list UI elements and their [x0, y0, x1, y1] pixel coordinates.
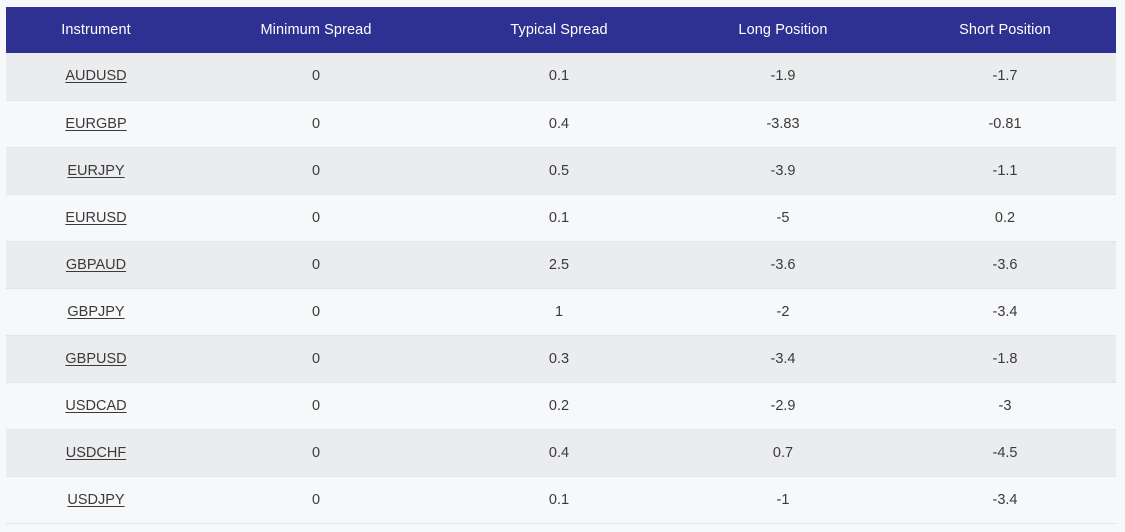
instrument-cell: USDCHF	[6, 429, 186, 476]
long-position-cell: 0.7	[772, 444, 794, 461]
typical-spread-cell: 0.4	[548, 444, 570, 461]
short-position-cell: 0.2	[994, 209, 1016, 226]
instrument-link[interactable]: USDCAD	[65, 397, 127, 414]
long-position-cell: -3.83	[766, 115, 800, 132]
short-position-cell: -1.8	[992, 350, 1018, 367]
long-position-cell: -3.6	[770, 256, 796, 273]
instrument-cell: EURGBP	[6, 100, 186, 147]
minimum-spread-cell: 0	[311, 162, 321, 179]
short-position-cell: -3.4	[992, 491, 1018, 508]
long-position-cell: -1.9	[770, 68, 796, 85]
spread-table-container: Instrument Minimum Spread Typical Spread…	[6, 7, 1116, 524]
instrument-link[interactable]: GBPAUD	[65, 256, 127, 273]
column-header-typical-spread: Typical Spread	[510, 22, 608, 38]
short-position-cell: -4.5	[992, 444, 1018, 461]
column-header-instrument: Instrument	[61, 22, 131, 38]
instrument-cell: GBPAUD	[6, 241, 186, 288]
minimum-spread-cell: 0	[311, 491, 321, 508]
instrument-link[interactable]: USDCHF	[65, 444, 127, 461]
typical-spread-cell: 0.1	[548, 68, 570, 85]
instrument-cell: USDJPY	[6, 476, 186, 523]
instrument-cell: EURUSD	[6, 194, 186, 241]
short-position-cell: -1.7	[992, 68, 1018, 85]
table-header-row: Instrument Minimum Spread Typical Spread…	[6, 7, 1116, 53]
typical-spread-cell: 0.1	[548, 209, 570, 226]
short-position-cell: -3	[998, 397, 1012, 414]
minimum-spread-cell: 0	[311, 303, 321, 320]
long-position-cell: -2.9	[770, 397, 796, 414]
short-position-cell: -3.4	[992, 303, 1018, 320]
table-row: GBPJPY 0 1 -2 -3.4	[6, 288, 1116, 335]
table-row: AUDUSD 0 0.1 -1.9 -1.7	[6, 53, 1116, 100]
table-row: USDCHF 0 0.4 0.7 -4.5	[6, 429, 1116, 476]
table-row: USDJPY 0 0.1 -1 -3.4	[6, 476, 1116, 523]
minimum-spread-cell: 0	[311, 444, 321, 461]
long-position-cell: -1	[776, 491, 790, 508]
typical-spread-cell: 2.5	[548, 256, 570, 273]
short-position-cell: -0.81	[988, 115, 1022, 132]
instrument-cell: GBPJPY	[6, 288, 186, 335]
long-position-cell: -2	[776, 303, 790, 320]
long-position-cell: -3.4	[770, 350, 796, 367]
instrument-link[interactable]: USDJPY	[67, 491, 125, 508]
instrument-link[interactable]: EURUSD	[65, 209, 127, 226]
minimum-spread-cell: 0	[311, 68, 321, 85]
instrument-link[interactable]: GBPUSD	[65, 350, 127, 367]
spread-table: Instrument Minimum Spread Typical Spread…	[6, 7, 1116, 524]
column-header-minimum-spread: Minimum Spread	[260, 22, 372, 38]
table-row: EURJPY 0 0.5 -3.9 -1.1	[6, 147, 1116, 194]
table-row: EURUSD 0 0.1 -5 0.2	[6, 194, 1116, 241]
minimum-spread-cell: 0	[311, 209, 321, 226]
instrument-link[interactable]: GBPJPY	[67, 303, 125, 320]
column-header-long-position: Long Position	[738, 22, 828, 38]
instrument-cell: USDCAD	[6, 382, 186, 429]
table-row: EURGBP 0 0.4 -3.83 -0.81	[6, 100, 1116, 147]
instrument-cell: AUDUSD	[6, 53, 186, 100]
minimum-spread-cell: 0	[311, 350, 321, 367]
short-position-cell: -3.6	[992, 256, 1018, 273]
minimum-spread-cell: 0	[311, 115, 321, 132]
table-row: GBPAUD 0 2.5 -3.6 -3.6	[6, 241, 1116, 288]
typical-spread-cell: 0.5	[548, 162, 570, 179]
table-header: Instrument Minimum Spread Typical Spread…	[6, 7, 1116, 53]
table-row: GBPUSD 0 0.3 -3.4 -1.8	[6, 335, 1116, 382]
instrument-cell: GBPUSD	[6, 335, 186, 382]
instrument-link[interactable]: AUDUSD	[65, 68, 127, 85]
instrument-link[interactable]: EURJPY	[67, 162, 125, 179]
long-position-cell: -3.9	[770, 162, 796, 179]
instrument-link[interactable]: EURGBP	[65, 115, 127, 132]
short-position-cell: -1.1	[992, 162, 1018, 179]
typical-spread-cell: 1	[554, 303, 564, 320]
typical-spread-cell: 0.3	[548, 350, 570, 367]
table-row: USDCAD 0 0.2 -2.9 -3	[6, 382, 1116, 429]
column-header-short-position: Short Position	[959, 22, 1051, 38]
minimum-spread-cell: 0	[311, 256, 321, 273]
typical-spread-cell: 0.1	[548, 491, 570, 508]
instrument-cell: EURJPY	[6, 147, 186, 194]
long-position-cell: -5	[776, 209, 790, 226]
table-body: AUDUSD 0 0.1 -1.9 -1.7 EURGBP 0 0.4 -3.8…	[6, 53, 1116, 523]
typical-spread-cell: 0.2	[548, 397, 570, 414]
typical-spread-cell: 0.4	[548, 115, 570, 132]
minimum-spread-cell: 0	[311, 397, 321, 414]
